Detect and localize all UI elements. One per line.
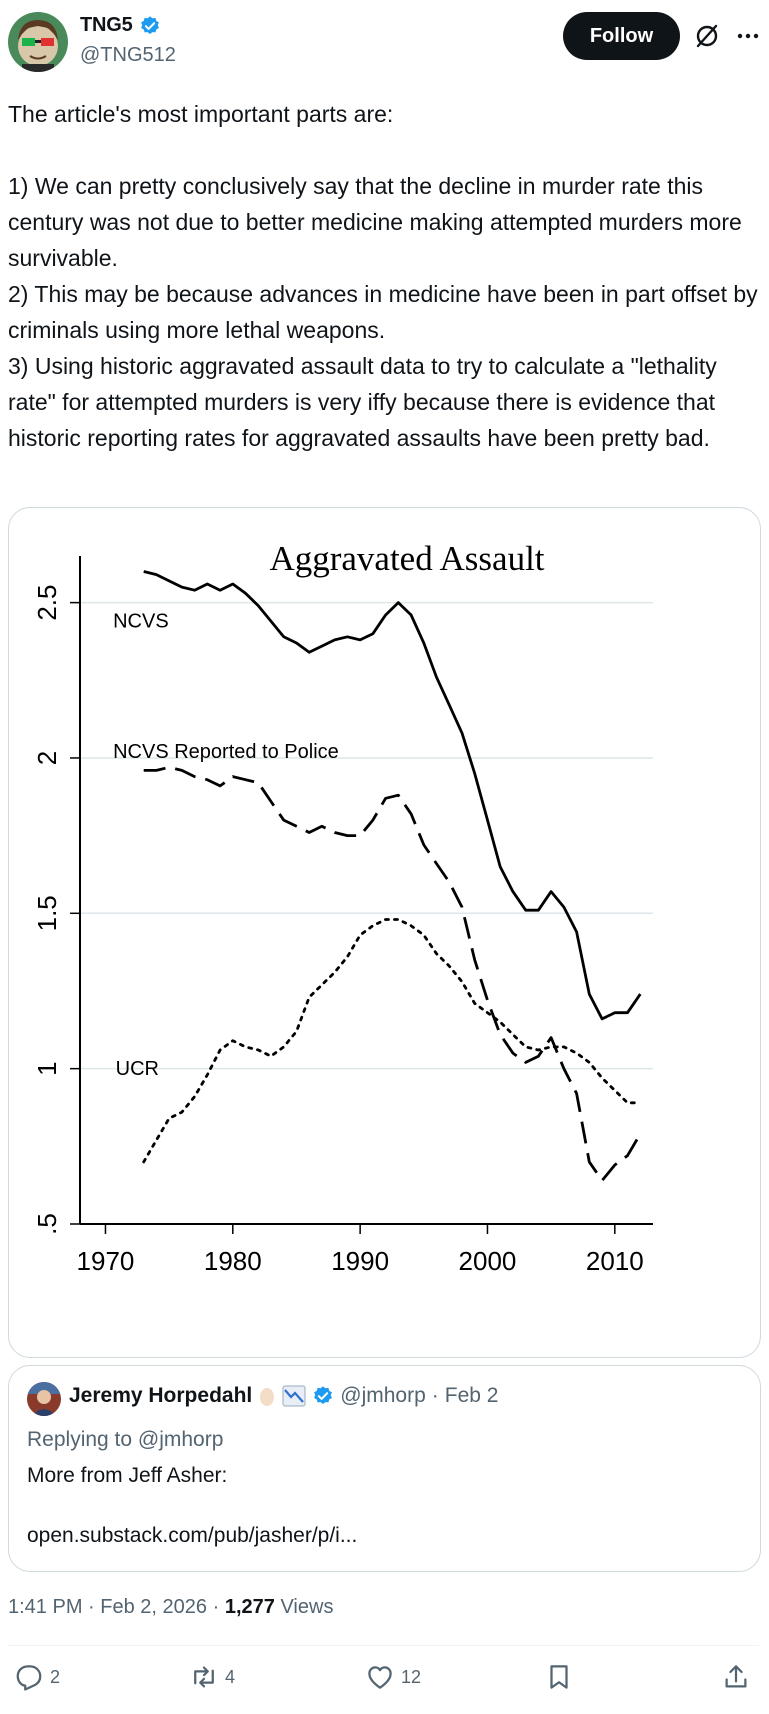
share-icon [725,1665,747,1688]
verified-badge-icon [140,15,159,34]
y-tick-label: 2.5 [32,585,62,621]
reply-icon [16,1665,42,1691]
repost-button[interactable]: 4 [189,1662,235,1692]
chart-title: Aggravated Assault [269,539,544,578]
quote-date[interactable]: Feb 2 [444,1384,499,1407]
time: 1:41 PM [8,1596,83,1618]
views-count: 1,277 [224,1596,275,1618]
action-bar: 2 4 12 [0,1662,769,1702]
separator: · [431,1384,439,1407]
date: Feb 2, 2026 [100,1596,208,1618]
series-label: NCVS Reported to Police [113,741,339,763]
series-line-ucr [142,918,642,1164]
quote-author-handle[interactable]: @jmhorp [340,1384,426,1407]
repost-count: 4 [225,1666,236,1687]
views-label: Views [280,1596,334,1618]
y-tick-label: 1 [32,1061,62,1075]
grok-icon[interactable] [693,22,721,50]
tweet-line: 3) Using historic aggravated assault dat… [8,353,717,451]
x-tick-label: 1970 [77,1246,135,1276]
x-tick-label: 1980 [204,1246,262,1276]
bookmark-button[interactable] [544,1662,574,1692]
more-options-icon[interactable] [733,22,763,50]
author-name[interactable]: TNG5 [80,14,133,36]
y-tick-label: .5 [32,1213,62,1235]
reply-button[interactable]: 2 [14,1662,60,1692]
follow-button[interactable]: Follow [563,12,680,60]
tweet-line [8,132,763,168]
series-label: NCVS [113,610,169,632]
quote-text: More from Jeff Asher: [27,1464,228,1487]
author-avatar[interactable] [8,12,68,72]
tweet-line: 1) We can pretty conclusively say that t… [8,173,742,271]
author-handle[interactable]: @TNG512 [80,44,176,66]
x-tick-label: 2000 [459,1246,517,1276]
reply-count: 2 [50,1666,61,1687]
tweet-timestamp[interactable]: 1:41 PM · Feb 2, 2026 · 1,277 Views [8,1596,333,1619]
series-line-ncvs-reported-to-police [143,765,642,1182]
separator: · [212,1596,220,1618]
heart-icon [368,1666,392,1689]
divider [8,1645,759,1646]
verified-badge-icon [314,1386,333,1404]
y-tick-label: 2 [32,751,62,765]
y-tick-label: 1.5 [32,895,62,931]
tweet-image[interactable]: Aggravated Assault 2.5 2 1.5 1.5 1970 1980 199… [8,507,761,1358]
tweet-line: 2) This may be because advances in medic… [8,281,758,343]
quote-avatar[interactable] [27,1382,61,1416]
like-count: 12 [401,1666,422,1687]
like-button[interactable]: 12 [365,1662,421,1692]
repost-icon [194,1666,214,1688]
x-tick-label: 2010 [586,1246,644,1276]
quoted-tweet[interactable]: Jeremy Horpedahl @jmhorp · Feb 2 Replyin… [8,1365,761,1572]
replying-to: Replying to @jmhorp [27,1428,224,1451]
x-tick-label: 1990 [331,1246,389,1276]
bookmark-icon [550,1665,568,1689]
chart-decreasing-icon [282,1385,306,1407]
tweet-line: The article's most important parts are: [8,101,394,127]
separator: · [88,1596,95,1618]
share-button[interactable] [721,1662,751,1692]
quote-link[interactable]: open.substack.com/pub/jasher/p/i... [27,1524,358,1547]
tweet-text: The article's most important parts are: … [8,96,763,456]
egg-icon [260,1388,275,1406]
series-label: UCR [116,1058,159,1080]
series-line-ncvs [143,570,642,1021]
quote-author-name[interactable]: Jeremy Horpedahl [69,1384,253,1407]
